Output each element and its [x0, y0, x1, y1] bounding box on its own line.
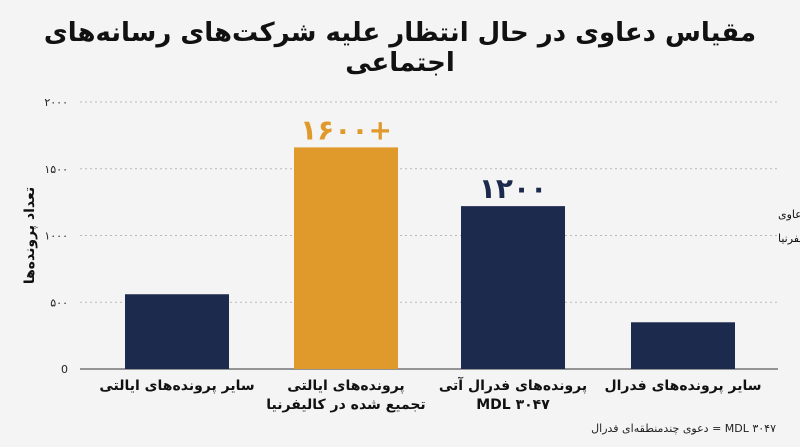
x-tick-label: سایر پرونده‌های ایالتی [99, 378, 254, 394]
data-label: ۱۶۰۰+ [300, 113, 392, 146]
footnote: MDL ۳۰۴۷ = دعوی چندمنطقه‌ای فدرال [591, 422, 776, 435]
y-tick-label: 0 [61, 363, 68, 376]
gridlines [80, 101, 778, 303]
y-tick-label: ۲۰۰۰ [44, 96, 68, 109]
bar [125, 294, 229, 369]
x-tick-label: تجمیع شده در کالیفرنیا [266, 397, 425, 413]
y-tick-label: ۵۰۰ [50, 296, 68, 309]
data-label: ۱۲۰۰ [479, 172, 547, 205]
y-tick-label: ۱۵۰۰ [44, 163, 68, 176]
bars: ۱۶۰۰+ ۱۲۰۰ [125, 113, 735, 369]
y-axis-label: تعداد پرونده‌ها [22, 187, 38, 284]
legend-entry: سرمه‌ای: سایر دعاوی [778, 208, 800, 221]
x-tick-label: MDL ۳۰۴۷ [476, 397, 550, 413]
bar [294, 147, 398, 369]
x-tick-label: سایر پرونده‌های فدرال [604, 378, 761, 394]
legend-text: پرونده‌های برجسته کالیفرنیا [778, 232, 800, 245]
x-axis-labels: سایر پرونده‌های ایالتی پرونده‌های ایالتی ت… [99, 376, 761, 413]
chart-title: مقیاس دعاوی در حال انتظار علیه شرکت‌های … [43, 18, 757, 78]
legend-text: سایر دعاوی [778, 208, 800, 221]
legend: سرمه‌ای: سایر دعاوی کهربایی: پرونده‌های ب… [778, 208, 800, 245]
x-tick-label: پرونده‌های فدرال آتی [439, 376, 587, 394]
bar [461, 206, 565, 369]
x-tick-label: پرونده‌های ایالتی [287, 378, 404, 394]
y-tick-label: ۱۰۰۰ [44, 230, 68, 243]
bar [631, 322, 735, 369]
legend-entry: کهربایی: پرونده‌های برجسته کالیفرنیا [778, 232, 800, 245]
